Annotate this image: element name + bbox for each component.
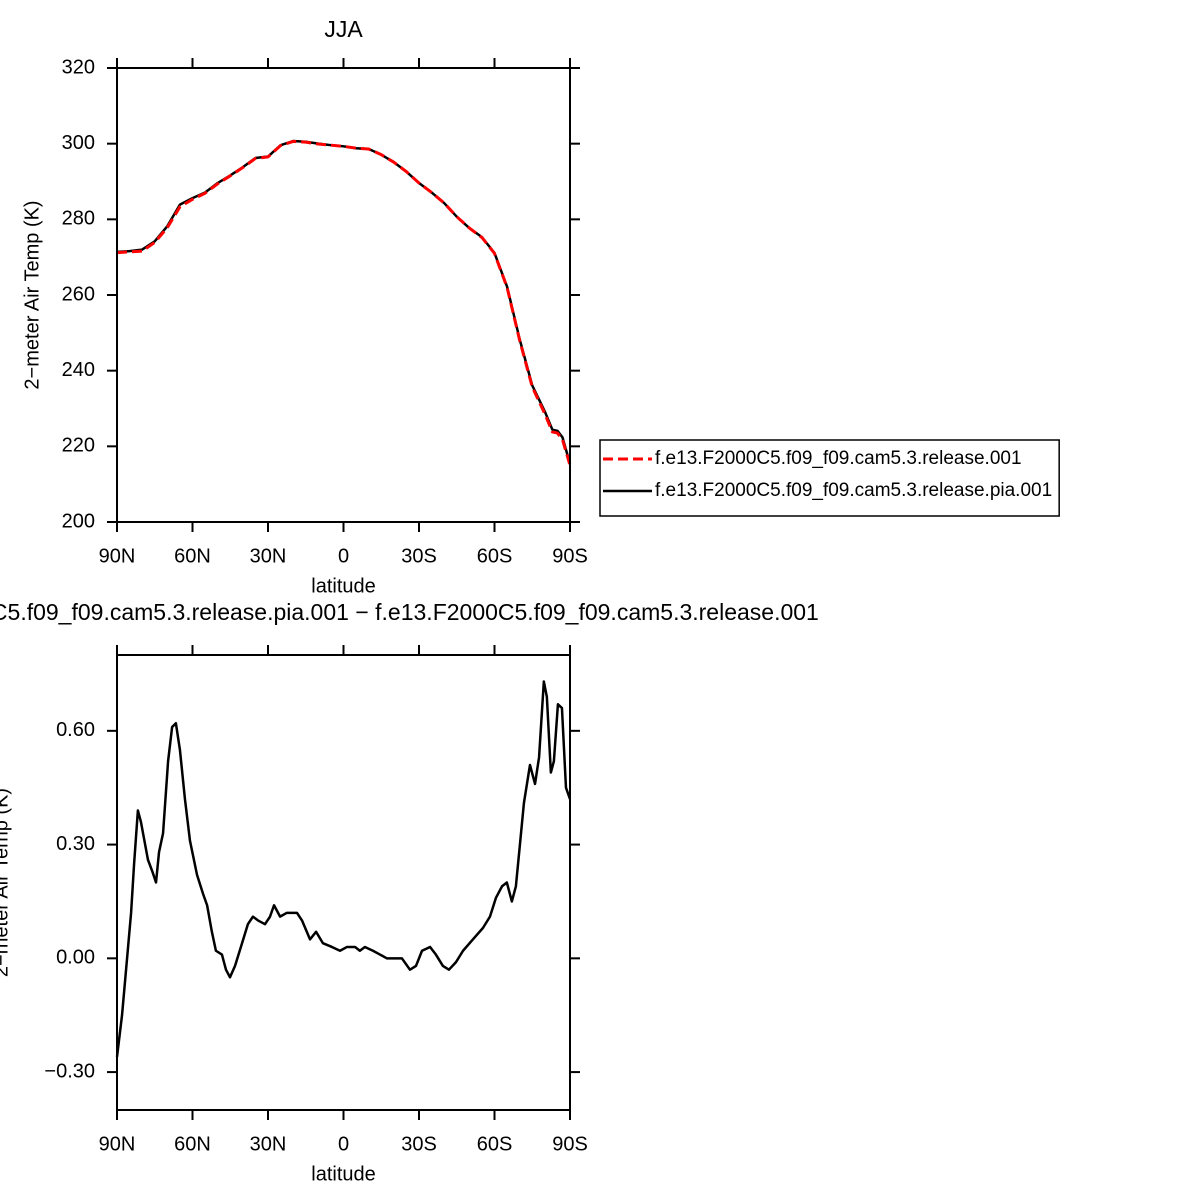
y-tick-label: 300 xyxy=(62,132,95,154)
data-line xyxy=(115,680,572,1058)
y-tick-label: 280 xyxy=(62,208,95,230)
x-tick-label: 60S xyxy=(477,545,513,567)
x-tick-label: 0 xyxy=(338,1133,349,1155)
y-tick-label: 0.60 xyxy=(56,719,95,741)
x-tick-label: 30N xyxy=(250,545,287,567)
x-tick-label: 60N xyxy=(174,545,211,567)
x-axis-label: latitude xyxy=(311,575,376,597)
y-tick-label: 320 xyxy=(62,56,95,78)
legend-label: f.e13.F2000C5.f09_f09.cam5.3.release.pia… xyxy=(655,480,1052,501)
x-tick-label: 30S xyxy=(401,1133,437,1155)
y-tick-label: 240 xyxy=(62,359,95,381)
y-axis-label: 2−meter Air Temp (K) xyxy=(21,200,43,389)
y-tick-label: 220 xyxy=(62,435,95,457)
y-tick-label: 0.30 xyxy=(56,833,95,855)
x-tick-label: 60N xyxy=(174,1133,211,1155)
x-tick-label: 30N xyxy=(250,1133,287,1155)
x-tick-label: 60S xyxy=(477,1133,513,1155)
x-tick-label: 90N xyxy=(99,1133,136,1155)
legend-label: f.e13.F2000C5.f09_f09.cam5.3.release.001 xyxy=(655,448,1022,469)
x-tick-label: 30S xyxy=(401,545,437,567)
plot-frame xyxy=(116,654,571,1111)
data-line xyxy=(116,139,572,465)
y-tick-label: 200 xyxy=(62,510,95,532)
y-axis-label: 2−meter Air Temp (K) xyxy=(0,788,12,977)
y-tick-label: −0.30 xyxy=(44,1060,95,1082)
y-tick-label: 260 xyxy=(62,283,95,305)
chart-title: JJA xyxy=(324,16,363,42)
x-tick-label: 90N xyxy=(99,545,136,567)
legend-box xyxy=(599,439,1060,517)
chart-title: f.e13.F2000C5.f09_f09.cam5.3.release.pia… xyxy=(0,599,819,625)
x-tick-label: 90S xyxy=(552,545,588,567)
x-tick-label: 0 xyxy=(338,545,349,567)
plot-frame xyxy=(116,67,571,523)
y-tick-label: 0.00 xyxy=(56,947,95,969)
data-line xyxy=(116,139,572,466)
x-axis-label: latitude xyxy=(311,1163,376,1185)
x-tick-label: 90S xyxy=(552,1133,588,1155)
